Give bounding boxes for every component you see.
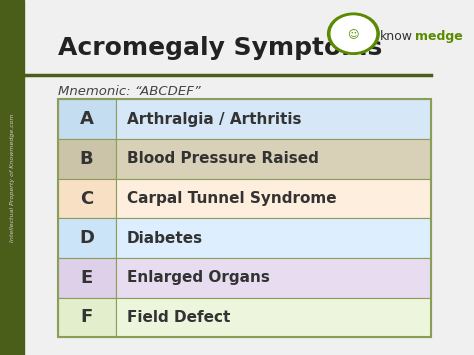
Bar bbox=[58, 258, 116, 297]
Text: Mnemonic: “ABCDEF”: Mnemonic: “ABCDEF” bbox=[58, 85, 201, 98]
Text: medge: medge bbox=[380, 30, 463, 43]
Bar bbox=[116, 179, 431, 218]
Text: Acromegaly Symptoms: Acromegaly Symptoms bbox=[58, 36, 382, 60]
Bar bbox=[116, 297, 431, 337]
Text: F: F bbox=[81, 308, 93, 327]
Text: ☺: ☺ bbox=[347, 31, 359, 40]
Bar bbox=[58, 218, 116, 258]
Text: know: know bbox=[380, 30, 413, 43]
Text: A: A bbox=[80, 110, 94, 128]
Bar bbox=[116, 139, 431, 179]
Text: Diabetes: Diabetes bbox=[127, 231, 203, 246]
Text: Carpal Tunnel Syndrome: Carpal Tunnel Syndrome bbox=[127, 191, 337, 206]
Text: Enlarged Organs: Enlarged Organs bbox=[127, 270, 270, 285]
Bar bbox=[0, 0, 25, 355]
Text: Field Defect: Field Defect bbox=[127, 310, 230, 325]
Bar bbox=[116, 218, 431, 258]
Bar bbox=[116, 258, 431, 297]
Bar bbox=[58, 99, 431, 337]
Text: C: C bbox=[80, 190, 93, 208]
Bar bbox=[116, 99, 431, 139]
Bar bbox=[58, 139, 116, 179]
Text: E: E bbox=[81, 269, 93, 287]
Text: Intellectual Property of Knowmedge.com: Intellectual Property of Knowmedge.com bbox=[10, 113, 15, 242]
Text: Blood Pressure Raised: Blood Pressure Raised bbox=[127, 151, 319, 166]
Text: D: D bbox=[79, 229, 94, 247]
Text: B: B bbox=[80, 150, 93, 168]
Circle shape bbox=[331, 16, 375, 51]
Bar bbox=[58, 179, 116, 218]
Bar bbox=[58, 297, 116, 337]
Circle shape bbox=[328, 13, 379, 54]
Text: Arthralgia / Arthritis: Arthralgia / Arthritis bbox=[127, 112, 301, 127]
Bar bbox=[58, 99, 116, 139]
